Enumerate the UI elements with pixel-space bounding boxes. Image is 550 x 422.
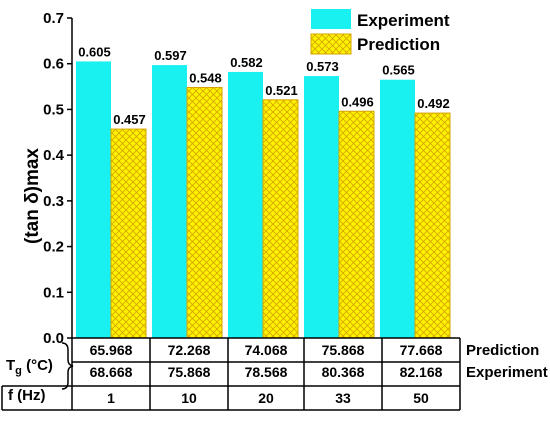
y-tick-label: 0.7	[43, 10, 64, 27]
legend-label-prediction: Prediction	[357, 35, 440, 54]
y-tick-label: 0.3	[43, 193, 64, 210]
bar-prediction-33	[338, 110, 375, 339]
y-axis-title: (tan δ)max	[22, 148, 43, 244]
table-cell-experiment: 80.368	[322, 364, 365, 380]
bar-prediction-10	[186, 86, 223, 339]
table-cell-frequency: 20	[258, 390, 274, 406]
y-tick-label: 0.4	[43, 147, 65, 164]
data-label-prediction: 0.521	[265, 83, 298, 98]
bar-experiment-50	[380, 79, 415, 338]
data-label-experiment: 0.597	[154, 48, 187, 63]
y-tick-label: 0.2	[43, 239, 64, 256]
bar-experiment-33	[304, 76, 339, 339]
y-tick-label: 0.1	[43, 284, 64, 301]
legend-swatch-prediction	[310, 33, 352, 55]
table-cell-prediction: 75.868	[322, 342, 365, 358]
bar-prediction-50	[414, 112, 451, 339]
y-tick-label: 0.5	[43, 101, 64, 118]
y-axis-ticks: 0.0 0.1 0.2 0.3 0.4 0.5 0.6 0.7	[43, 10, 72, 347]
bar-experiment-10	[152, 65, 187, 338]
bar-experiment-20	[228, 71, 263, 338]
tg-label-subscript: g	[15, 365, 22, 377]
tg-label-main: T	[6, 357, 15, 374]
f-label: f (Hz)	[8, 387, 46, 404]
data-table: 65.968 72.268 74.068 75.868 77.668 68.668 75.8…	[1, 337, 548, 411]
table-cell-experiment: 78.568	[245, 364, 288, 380]
table-cell-prediction: 65.968	[90, 342, 133, 358]
table-cells: 65.968 72.268 74.068 75.868 77.668 68.668 75.8…	[90, 342, 443, 406]
table-cell-experiment: 75.868	[168, 364, 211, 380]
table-cell-frequency: 33	[335, 390, 351, 406]
legend: Experiment Prediction	[310, 9, 450, 55]
table-cell-frequency: 50	[413, 390, 429, 406]
data-label-prediction: 0.492	[417, 96, 450, 111]
tg-brace	[61, 342, 74, 390]
table-cell-prediction: 77.668	[400, 342, 443, 358]
table-cell-experiment: 68.668	[90, 364, 133, 380]
data-label-experiment: 0.565	[382, 63, 415, 78]
table-cell-experiment: 82.168	[400, 364, 443, 380]
legend-swatch-experiment	[311, 9, 351, 29]
data-label-experiment: 0.582	[230, 55, 263, 70]
data-label-experiment: 0.605	[78, 44, 111, 59]
tg-label-unit: (°C)	[22, 357, 53, 374]
y-tick-label: 0.0	[43, 330, 64, 347]
table-cell-prediction: 72.268	[168, 342, 211, 358]
data-label-prediction: 0.496	[341, 94, 374, 109]
row-label-experiment: Experiment	[466, 364, 548, 381]
row-label-prediction: Prediction	[466, 342, 539, 359]
legend-label-experiment: Experiment	[357, 11, 450, 30]
table-cell-frequency: 1	[107, 390, 115, 406]
y-tick-label: 0.6	[43, 56, 64, 73]
table-cell-frequency: 10	[181, 390, 197, 406]
bar-prediction-1	[110, 128, 147, 339]
table-cell-prediction: 74.068	[245, 342, 288, 358]
table-grid	[1, 337, 461, 411]
data-label-prediction: 0.457	[113, 112, 146, 127]
tg-label: Tg (°C)	[6, 357, 53, 377]
data-label-prediction: 0.548	[189, 70, 222, 85]
bar-experiment-1	[76, 61, 111, 339]
data-label-experiment: 0.573	[306, 59, 339, 74]
bar-prediction-20	[262, 99, 299, 339]
